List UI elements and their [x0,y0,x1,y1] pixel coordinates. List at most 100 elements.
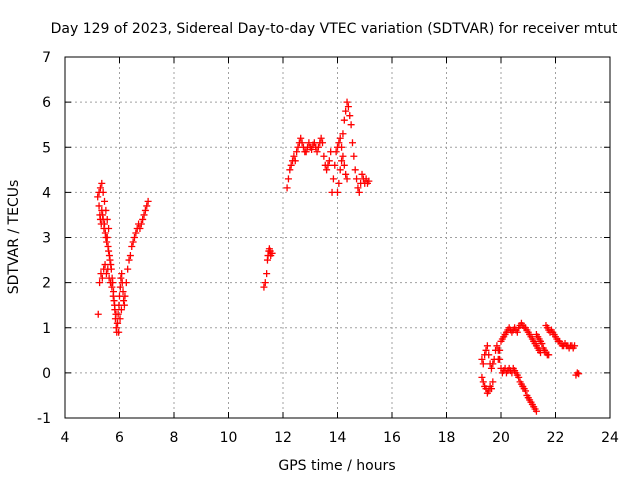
x-tick-label: 20 [492,430,510,446]
series-arc-4b [478,373,497,397]
data-point [513,328,521,336]
data-point [112,310,120,318]
data-point [143,202,151,210]
data-point [317,134,325,142]
series-arc-1-upper [95,179,113,232]
data-point [331,161,339,169]
data-point [348,139,356,147]
series-arc-5-lower [532,331,553,359]
data-point [478,355,486,363]
data-point [487,385,495,393]
data-point [545,351,553,359]
x-tick-label: 14 [329,430,347,446]
series-arc-6 [572,369,583,379]
data-point [353,175,361,183]
data-point [493,342,501,350]
data-point [575,370,583,378]
data-point [522,387,530,395]
data-point [111,301,119,309]
data-point [139,215,147,223]
data-point [335,139,343,147]
x-tick-label: 6 [115,430,124,446]
data-point [136,224,144,232]
data-point [268,249,276,257]
data-point [120,297,128,305]
data-point [101,220,109,228]
data-point [117,274,125,282]
x-tick-label: 22 [547,430,565,446]
series-arc-4a [478,342,540,415]
data-point [489,378,497,386]
data-point [494,355,502,363]
data-point [340,116,348,124]
data-point [287,161,295,169]
data-point [118,270,126,278]
data-point [103,215,111,223]
data-point [103,234,111,241]
data-point [95,202,103,210]
data-point [102,206,110,214]
data-point [308,146,316,154]
data-point [293,148,301,156]
series-arc-5 [542,321,579,352]
data-point [117,306,125,314]
data-point [122,279,130,287]
data-point [115,328,123,336]
data-point [358,170,366,178]
data-point [108,283,116,291]
data-point [323,166,331,174]
y-tick-label: 4 [42,185,51,201]
data-point [347,121,355,129]
data-point [320,152,328,160]
data-point [346,112,354,120]
data-point [338,143,346,151]
data-point [329,175,337,183]
x-tick-label: 10 [220,430,238,446]
data-point [336,134,344,142]
plot-frame [64,56,611,419]
data-point [105,274,113,282]
data-point [101,261,109,269]
data-point [260,283,268,291]
y-tick-label: 0 [42,366,51,382]
data-point [351,166,359,174]
data-point [128,243,136,251]
series-arc-1 [94,193,152,336]
y-tick-label: -1 [37,411,51,427]
data-point [332,148,340,156]
data-point [340,161,348,169]
data-point [573,369,581,377]
x-tick-label: 24 [601,430,619,446]
data-point [126,252,134,260]
data-point [132,229,140,237]
x-tick-label: 12 [274,430,292,446]
data-point [107,279,115,287]
series-arc-3 [283,98,373,196]
data-point [261,279,269,287]
data-point [302,148,310,156]
data-point [96,184,104,192]
data-point [140,211,148,219]
x-tick-label: 8 [170,430,179,446]
data-point [479,360,487,368]
data-point [343,175,351,183]
data-point [482,346,490,354]
data-point [98,179,106,187]
y-tick-label: 3 [42,231,51,247]
data-point [263,270,271,278]
series-arc-1-lower [94,261,125,336]
data-point [485,351,493,359]
data-point [365,177,373,185]
data-point [121,292,129,300]
data-point [532,407,540,415]
data-point [106,256,114,264]
data-point [137,220,145,228]
data-point [571,342,579,350]
data-point [113,319,121,327]
grid [64,56,611,419]
data-point [144,197,152,205]
data-point [291,157,299,165]
data-points [94,98,583,415]
data-point [283,184,291,192]
